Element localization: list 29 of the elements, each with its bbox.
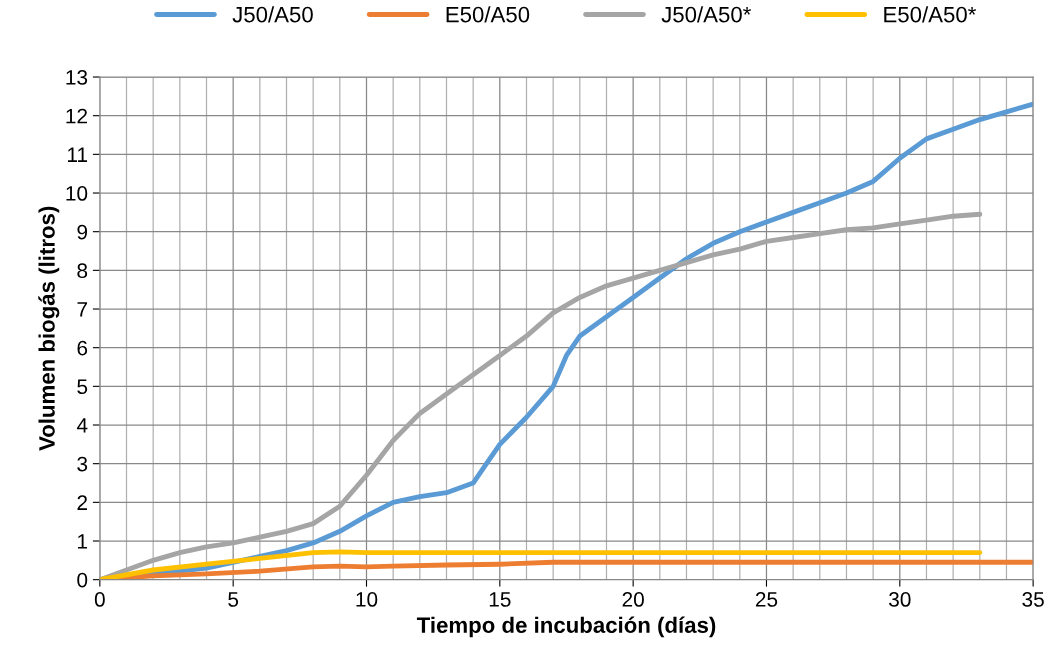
y-tick-label: 0 (77, 572, 88, 588)
legend-label: E50/A50 (446, 6, 530, 23)
y-tick-label: 1 (78, 534, 88, 549)
x-tick-label: 20 (622, 592, 644, 607)
legend-label: J50/A50* (661, 6, 752, 23)
x-tick-label: 10 (356, 592, 378, 607)
y-tick-label: 8 (77, 263, 88, 279)
y-tick-label: 2 (77, 495, 87, 510)
legend-label: J50/A50 (232, 6, 313, 23)
y-tick-label: 6 (77, 340, 88, 356)
x-tick-label: 35 (1022, 592, 1044, 607)
y-tick-label: 7 (77, 302, 87, 317)
y-axis-title: Volumen biogás (litros) (38, 206, 60, 451)
x-axis-title: Tiempo de incubación (días) (416, 616, 716, 638)
y-tick-label: 5 (77, 379, 88, 395)
y-tick-label: 10 (66, 186, 88, 201)
x-tick-label: 25 (755, 592, 778, 607)
x-tick-label: 30 (889, 592, 911, 607)
legend-label: E50/A50* (884, 6, 977, 23)
x-tick-label: 0 (94, 592, 105, 607)
x-tick-label: 5 (228, 592, 239, 607)
y-tick-label: 9 (77, 224, 88, 240)
y-tick-label: 12 (66, 108, 87, 124)
y-tick-label: 11 (67, 147, 88, 162)
y-tick-label: 3 (77, 456, 88, 472)
line-series (99, 549, 983, 580)
x-tick-label: 15 (489, 592, 511, 607)
y-tick-label: 4 (76, 418, 88, 433)
y-tick-label: 13 (66, 70, 88, 85)
